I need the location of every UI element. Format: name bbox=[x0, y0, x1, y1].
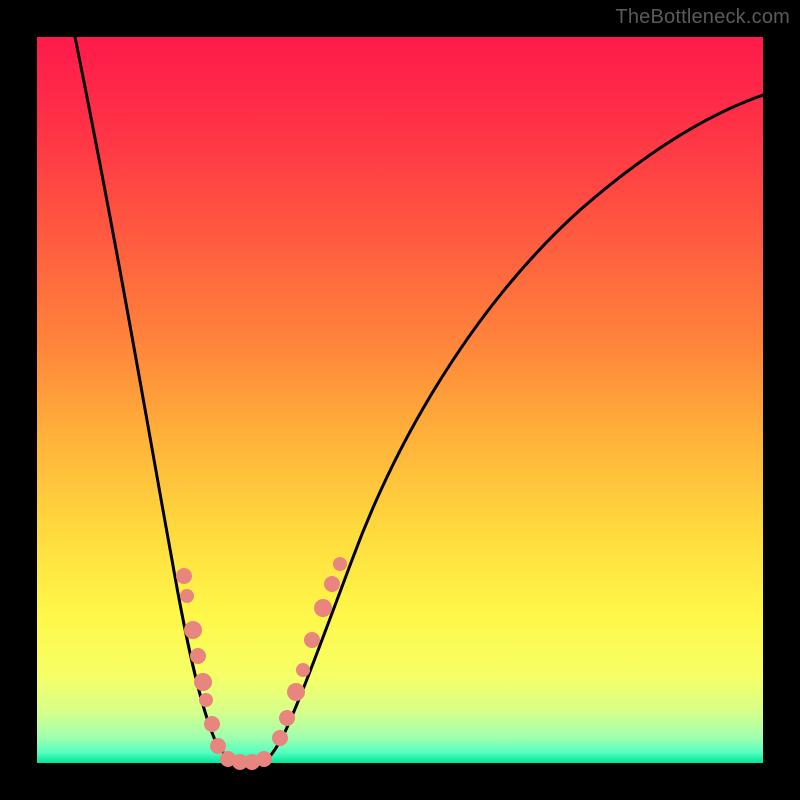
marker-left-2 bbox=[184, 621, 202, 639]
marker-right-7 bbox=[333, 557, 347, 571]
marker-right-3 bbox=[296, 663, 310, 677]
chart-frame: TheBottleneck.com bbox=[0, 0, 800, 800]
marker-left-0 bbox=[176, 568, 192, 584]
marker-right-1 bbox=[279, 710, 295, 726]
curve-right bbox=[263, 95, 763, 762]
marker-right-0 bbox=[272, 730, 288, 746]
marker-left-1 bbox=[180, 589, 194, 603]
marker-left-3 bbox=[190, 648, 206, 664]
marker-right-5 bbox=[314, 599, 332, 617]
marker-left-4 bbox=[194, 673, 212, 691]
marker-bottom-3 bbox=[256, 751, 272, 767]
watermark-text: TheBottleneck.com bbox=[615, 6, 790, 29]
bottleneck-curve-chart bbox=[0, 0, 800, 800]
marker-right-6 bbox=[324, 576, 340, 592]
curve-left bbox=[75, 37, 233, 762]
marker-right-4 bbox=[304, 632, 320, 648]
marker-left-5 bbox=[199, 693, 213, 707]
marker-left-7 bbox=[210, 738, 226, 754]
marker-left-6 bbox=[204, 716, 220, 732]
marker-right-2 bbox=[287, 683, 305, 701]
